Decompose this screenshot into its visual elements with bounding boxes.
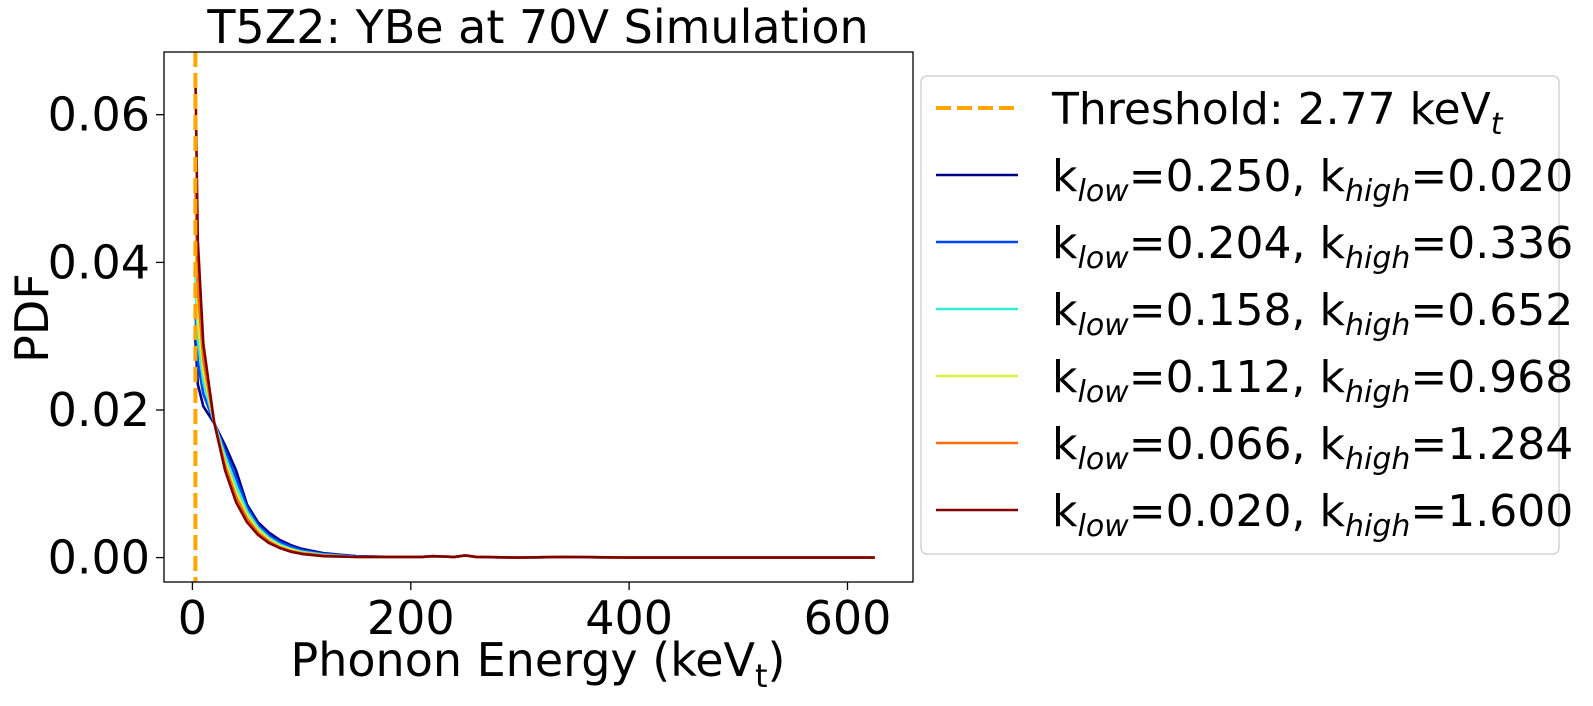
x-tick-label-2: 200 bbox=[367, 591, 455, 645]
x-axis-label: Phonon Energy (keVt) bbox=[291, 633, 786, 695]
x-tick-label-1: 0 bbox=[178, 591, 207, 645]
plot-frame bbox=[163, 51, 914, 583]
legend-label-series-2: klow=0.204, khigh=0.336 bbox=[1052, 218, 1573, 276]
series-line-6 bbox=[194, 74, 875, 559]
legend: Threshold: 2.77 keVt klow=0.250, khigh=0.… bbox=[920, 75, 1573, 555]
x-axis: 0 200 400 600 bbox=[178, 582, 892, 645]
legend-label-series-5: klow=0.066, khigh=1.284 bbox=[1052, 419, 1573, 477]
x-tick-label-3: 400 bbox=[585, 591, 673, 645]
legend-label-threshold: Threshold: 2.77 keVt bbox=[1051, 84, 1504, 142]
legend-label-series-4: klow=0.112, khigh=0.968 bbox=[1052, 352, 1573, 410]
y-tick-label-1: 0.00 bbox=[48, 531, 150, 585]
chart-title: T5Z2: YBe at 70V Simulation bbox=[206, 0, 868, 54]
x-tick-label-4: 600 bbox=[804, 591, 892, 645]
legend-label-series-1: klow=0.250, khigh=0.020 bbox=[1052, 151, 1573, 209]
plot-background bbox=[164, 52, 913, 582]
y-axis: 0.00 0.02 0.04 0.06 bbox=[48, 88, 164, 585]
y-tick-label-2: 0.02 bbox=[48, 383, 150, 437]
legend-frame bbox=[920, 75, 1560, 555]
y-tick-label-4: 0.06 bbox=[48, 88, 150, 142]
y-axis-label: PDF bbox=[5, 273, 59, 363]
legend-label-series-6: klow=0.020, khigh=1.600 bbox=[1052, 486, 1573, 544]
y-tick-label-3: 0.04 bbox=[48, 235, 150, 289]
plot-area bbox=[193, 52, 875, 582]
legend-label-series-3: klow=0.158, khigh=0.652 bbox=[1052, 285, 1573, 343]
